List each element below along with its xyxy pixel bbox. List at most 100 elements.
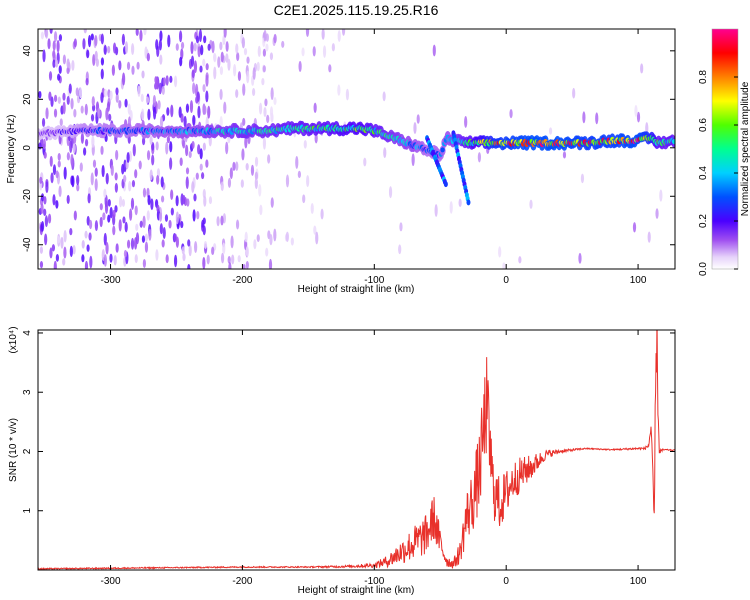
spectral-cell: [180, 48, 184, 60]
spectral-cell: [84, 103, 88, 116]
spectral-cell: [109, 253, 113, 263]
spectral-cell: [466, 199, 471, 206]
spectral-cell: [90, 172, 94, 186]
spectral-cell: [121, 199, 126, 207]
spectrogram-frame: [37, 28, 676, 270]
spectral-cell: [242, 117, 246, 126]
spectral-cell: [105, 242, 109, 255]
spectral-cell: [141, 70, 145, 79]
spectral-cell: [269, 233, 273, 246]
spectral-cell: [432, 44, 436, 57]
spectral-cell: [562, 151, 567, 159]
spectral-cell: [220, 181, 224, 192]
spectral-cell: [59, 118, 63, 127]
spectral-cell: [60, 236, 64, 249]
spectral-cell: [105, 107, 109, 121]
spectral-cell: [90, 33, 94, 41]
x-tick-label: -300: [101, 275, 121, 286]
spectral-cell: [222, 213, 227, 224]
spectral-cell: [52, 59, 56, 68]
x-tick-label: -100: [364, 275, 384, 286]
spectral-cell: [195, 35, 200, 44]
spectral-cell: [162, 227, 166, 239]
y-tick-label: 4: [22, 330, 33, 336]
spectral-cell: [264, 98, 268, 107]
spectral-cell: [164, 214, 169, 222]
y-tick-label: 1: [22, 508, 33, 514]
spectral-cell: [149, 169, 153, 181]
spectral-cell: [580, 173, 585, 184]
spectral-cell: [132, 143, 136, 157]
spectral-cell: [313, 102, 317, 113]
spectral-cell: [43, 195, 47, 205]
spectral-cell: [105, 172, 109, 185]
spectral-cell: [188, 244, 192, 257]
spectral-cell: [179, 157, 183, 166]
spectral-cell: [263, 107, 267, 118]
spectral-cell: [63, 166, 67, 180]
spectral-cell: [108, 113, 112, 122]
spectral-cell: [121, 33, 126, 46]
spectral-cell: [45, 181, 49, 194]
spectral-cell: [363, 157, 367, 167]
spectrogram-cells: [38, 29, 675, 269]
spectral-cell: [197, 105, 201, 119]
spectral-cell: [99, 203, 103, 211]
spectral-cell: [449, 201, 453, 214]
spectral-cell: [57, 96, 61, 104]
spectral-cell: [57, 236, 61, 244]
spectral-cell: [86, 49, 90, 59]
snr-frame: [37, 329, 676, 571]
spectral-cell: [207, 43, 211, 51]
spectral-cell: [55, 254, 59, 262]
spectral-cell: [70, 97, 74, 110]
spectral-cell: [124, 98, 128, 108]
spectral-cell: [220, 215, 224, 226]
spectral-cell: [237, 255, 241, 263]
spectral-cell: [158, 212, 163, 222]
spectral-cell: [572, 87, 576, 99]
spectral-cell: [39, 246, 43, 254]
spectral-cell: [57, 73, 61, 81]
spectral-cell: [312, 46, 316, 57]
spectral-cell: [595, 112, 599, 125]
spectral-cell: [193, 60, 198, 74]
spectral-cell: [647, 231, 651, 243]
spectral-cell: [188, 151, 192, 159]
snr-x-ticks: -300 -200 -100 0 100: [101, 330, 647, 587]
spectral-cell: [126, 239, 131, 249]
spectral-cell: [199, 148, 203, 160]
spectral-cell: [203, 195, 207, 207]
spectrogram-y-axis-title: Frequency (Hz): [6, 115, 17, 184]
spectral-cell: [173, 254, 178, 268]
spectral-cell: [244, 136, 248, 149]
spectral-cell: [161, 85, 165, 96]
spectral-cell: [69, 227, 73, 236]
spectral-cell: [109, 90, 113, 101]
spectral-cell: [54, 59, 59, 68]
spectral-cell: [190, 55, 195, 67]
colorbar-tick-label: 0.4: [698, 166, 709, 180]
spectral-cell: [155, 39, 159, 51]
spectral-cell: [175, 236, 179, 248]
spectral-cell: [131, 180, 136, 188]
spectral-cell: [388, 186, 393, 199]
spectral-cell: [147, 108, 151, 121]
spectral-cell: [121, 72, 126, 86]
spectral-cell: [155, 76, 159, 90]
spectral-cell: [147, 194, 151, 206]
spectral-cell: [141, 235, 146, 243]
spectral-cell: [39, 261, 44, 269]
spectral-cell: [192, 209, 196, 222]
spectral-cell: [103, 254, 107, 267]
spectral-cell: [205, 74, 209, 87]
spectral-cell: [175, 195, 179, 207]
spectral-cell: [265, 247, 269, 257]
spectral-cell: [123, 249, 128, 258]
spectral-cell: [76, 175, 80, 186]
spectral-cell: [156, 174, 160, 185]
spectral-cell: [640, 63, 644, 74]
spectral-cell: [81, 254, 85, 263]
spectral-cell: [115, 87, 119, 96]
